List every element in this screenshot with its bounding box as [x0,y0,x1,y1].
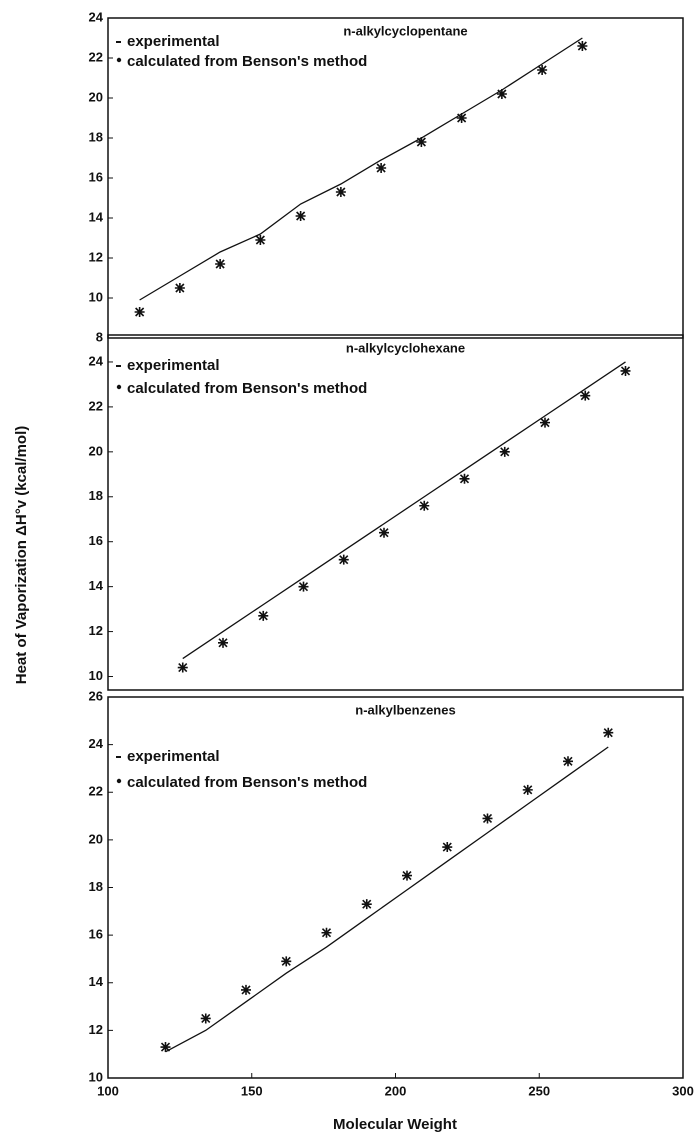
y-tick-label: 14 [89,209,104,224]
panel-title: n-alkylcyclohexane [346,340,465,355]
y-tick-label: 12 [89,249,103,264]
calculated-marker [522,784,533,795]
experimental-line [165,746,609,1053]
calculated-marker [402,870,412,881]
calculated-marker [295,211,306,221]
calculated-marker [459,473,470,484]
legend-key [116,778,122,784]
plot-frame [107,334,684,691]
legend-entry: experimental [127,33,220,50]
calculated-marker [620,365,631,376]
panel-title: n-alkylbenzenes [355,702,455,717]
calculated-marker [563,756,573,767]
calculated-marker [496,89,507,99]
y-tick-label: 10 [89,1069,103,1084]
calculated-marker [577,41,588,51]
x-tick-label: 200 [385,1083,407,1098]
y-tick-label: 14 [89,974,104,989]
legend-entry: experimental [127,357,220,374]
panel-title: n-alkylcyclopentane [343,23,467,38]
calculated-marker [258,610,269,621]
calculated-marker [298,581,309,592]
y-tick-label: 16 [89,927,103,942]
y-tick-label: 12 [89,1022,103,1037]
x-tick-label: 150 [241,1083,263,1098]
x-tick-label: 300 [672,1083,694,1098]
y-tick-label: 22 [89,49,103,64]
y-tick-label: 24 [89,736,104,751]
legend-entry: experimental [127,748,220,765]
y-tick-label: 22 [89,784,103,799]
calculated-marker [338,554,349,565]
y-tick-label: 16 [89,533,103,548]
calculated-marker [379,527,389,538]
legend-key [116,384,122,390]
calculated-marker [416,137,427,147]
y-tick-label: 8 [96,329,103,344]
y-tick-label: 24 [89,9,104,24]
y-tick-label: 18 [89,879,103,894]
calculated-marker [603,727,614,738]
calculated-marker [540,417,550,428]
calculated-marker [361,899,372,910]
calculated-marker [537,65,548,75]
y-tick-label: 14 [89,578,104,593]
calculated-marker [215,259,226,269]
calculated-marker [442,842,453,853]
calculated-marker [174,283,185,293]
y-tick-label: 24 [89,353,104,368]
y-tick-label: 18 [89,488,103,503]
legend-entry: calculated from Benson's method [127,774,367,791]
x-tick-label: 100 [97,1083,119,1098]
y-axis-label: Heat of Vaporization ΔH°v (kcal/mol) [13,426,30,685]
x-tick-label: 250 [528,1083,550,1098]
experimental-line [182,361,626,660]
y-tick-label: 22 [89,398,103,413]
calculated-marker [580,390,591,401]
y-tick-label: 10 [89,289,103,304]
calculated-marker [255,235,266,245]
y-tick-label: 20 [89,831,103,846]
calculated-marker [335,187,346,197]
y-tick-label: 12 [89,623,103,638]
legend-entry: calculated from Benson's method [127,380,367,397]
calculated-marker [241,984,251,995]
y-tick-label: 26 [89,688,103,703]
calculated-marker [482,813,493,824]
calculated-marker [134,307,145,317]
legend-key [116,57,122,63]
calculated-marker [200,1013,211,1024]
experimental-line [139,37,583,301]
y-tick-label: 10 [89,668,103,683]
y-tick-label: 16 [89,169,103,184]
y-tick-label: 20 [89,443,103,458]
y-tick-label: 18 [89,129,103,144]
calculated-marker [419,500,430,511]
calculated-marker [499,446,510,457]
legend-entry: calculated from Benson's method [127,53,367,70]
calculated-marker [376,163,387,173]
calculated-marker [160,1042,171,1053]
x-axis-label: Molecular Weight [333,1116,457,1133]
calculated-marker [218,637,228,648]
calculated-marker [321,927,332,938]
calculated-marker [281,956,292,967]
calculated-marker [177,662,188,673]
calculated-marker [456,113,467,123]
y-tick-label: 20 [89,89,103,104]
